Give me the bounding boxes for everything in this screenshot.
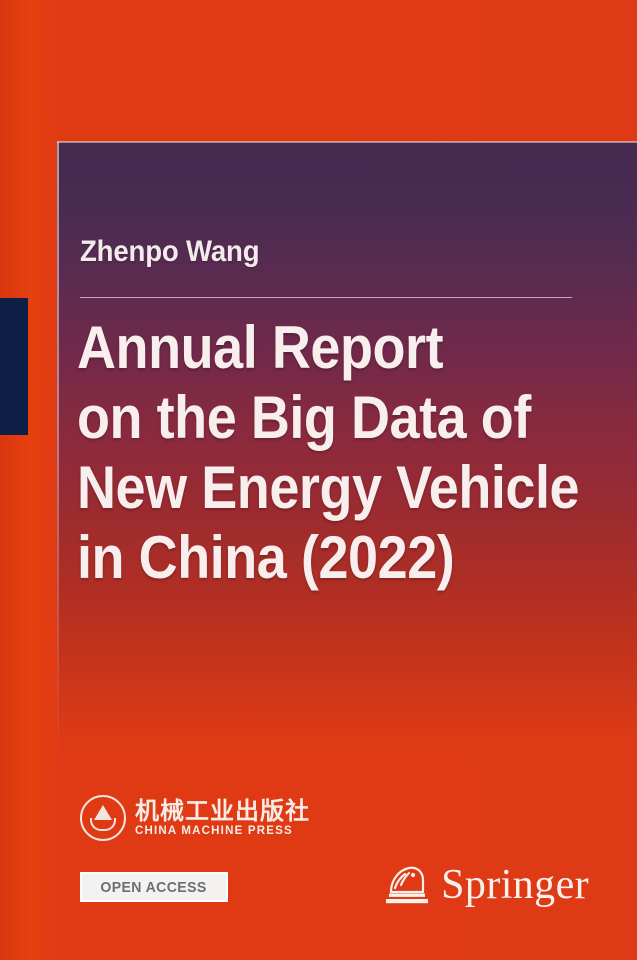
author-name: Zhenpo Wang <box>80 235 260 268</box>
title-panel <box>57 142 637 762</box>
publisher-english-name: CHINA MACHINE PRESS <box>135 825 293 837</box>
title-line-3: New Energy Vehicle <box>77 454 580 521</box>
springer-logo: Springer <box>383 862 589 908</box>
title-line-2: on the Big Data of <box>77 384 531 451</box>
title-panel-top-edge <box>57 141 637 143</box>
book-title: Annual Report on the Big Data of New Ene… <box>77 313 580 593</box>
publisher-chinese-name: 机械工业出版社 <box>135 797 310 825</box>
author-title-divider <box>80 297 572 298</box>
china-machine-press-logo: 机械工业出版社 CHINA MACHINE PRESS <box>80 795 310 841</box>
china-machine-press-text: 机械工业出版社 CHINA MACHINE PRESS <box>135 798 310 838</box>
china-machine-press-emblem-icon <box>80 795 126 841</box>
springer-knight-icon <box>386 866 429 904</box>
spine-accent-block <box>0 298 28 435</box>
title-line-4: in China (2022) <box>77 524 455 591</box>
springer-wordmark: Springer <box>441 862 589 908</box>
open-access-badge: OPEN ACCESS <box>80 872 228 902</box>
title-line-1: Annual Report <box>77 314 444 381</box>
title-panel-left-edge <box>57 142 59 760</box>
open-access-label: OPEN ACCESS <box>100 878 208 896</box>
